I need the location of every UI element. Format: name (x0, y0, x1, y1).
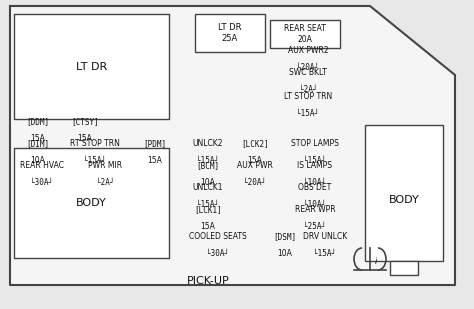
Polygon shape (10, 6, 455, 285)
Text: REAR SEAT
20A: REAR SEAT 20A (284, 24, 326, 44)
Text: 10A: 10A (201, 178, 216, 187)
Text: 10A: 10A (278, 249, 292, 258)
Text: LT STOP TRN: LT STOP TRN (284, 92, 332, 101)
Text: └25A┘: └25A┘ (303, 222, 327, 231)
Text: COOLED SEATS: COOLED SEATS (189, 232, 247, 241)
Text: BODY: BODY (389, 195, 419, 205)
Text: UNLCK2: UNLCK2 (193, 139, 223, 148)
Bar (14, 148, 169, 258)
Text: DRV UNLCK: DRV UNLCK (303, 232, 347, 241)
Text: PWR MIR: PWR MIR (88, 161, 122, 170)
Text: └15A┘: └15A┘ (196, 156, 219, 165)
Text: └20A┘: └20A┘ (244, 178, 266, 187)
Text: └2A┘: └2A┘ (299, 85, 317, 94)
Text: OBS DET: OBS DET (298, 183, 332, 192)
Text: REAR HVAC: REAR HVAC (20, 161, 64, 170)
Text: └15A┘: └15A┘ (83, 156, 107, 165)
Text: └20A┘: └20A┘ (296, 63, 319, 72)
Text: IS LAMPS: IS LAMPS (298, 161, 332, 170)
Text: └2A┘: └2A┘ (96, 178, 114, 187)
Text: [CTSY]: [CTSY] (71, 117, 99, 126)
Text: UNLCK1: UNLCK1 (193, 183, 223, 192)
Text: RT STOP TRN: RT STOP TRN (70, 139, 120, 148)
Text: [DSM]: [DSM] (273, 232, 297, 241)
Text: └15A┘: └15A┘ (303, 156, 327, 165)
Text: 15A: 15A (147, 156, 163, 165)
Text: 15A: 15A (78, 134, 92, 143)
Text: └10A┘: └10A┘ (303, 200, 327, 209)
Bar (195, 14, 265, 52)
Text: └30A┘: └30A┘ (30, 178, 54, 187)
Text: PICK-UP: PICK-UP (187, 276, 230, 286)
Text: i: i (375, 256, 377, 265)
Bar (14, 14, 169, 119)
Bar (365, 125, 443, 261)
Text: └10A┘: └10A┘ (303, 178, 327, 187)
Text: └15A┘: └15A┘ (296, 109, 319, 118)
Text: [PDM]: [PDM] (144, 139, 166, 148)
Text: AUX PWR2: AUX PWR2 (288, 46, 328, 55)
Text: 15A: 15A (30, 134, 46, 143)
Text: └15A┘: └15A┘ (313, 249, 337, 258)
Text: REAR WPR: REAR WPR (295, 205, 335, 214)
Text: └30A┘: └30A┘ (207, 249, 229, 258)
Text: └15A┘: └15A┘ (196, 200, 219, 209)
Text: BODY: BODY (76, 198, 107, 208)
Text: SWC BKLT: SWC BKLT (289, 68, 327, 77)
Text: [DDM]: [DDM] (27, 117, 50, 126)
Text: [BCM]: [BCM] (196, 161, 219, 170)
Text: [LCK1]: [LCK1] (194, 205, 222, 214)
Text: 10A: 10A (30, 156, 46, 165)
Text: [LCK2]: [LCK2] (241, 139, 269, 148)
Text: [DIM]: [DIM] (27, 139, 50, 148)
Text: LT DR
25A: LT DR 25A (218, 23, 242, 43)
Text: LT DR: LT DR (76, 61, 107, 71)
Text: 15A: 15A (247, 156, 263, 165)
Text: STOP LAMPS: STOP LAMPS (291, 139, 339, 148)
Text: AUX PWR: AUX PWR (237, 161, 273, 170)
Text: 15A: 15A (201, 222, 216, 231)
Bar (270, 20, 340, 48)
Bar (390, 261, 418, 275)
